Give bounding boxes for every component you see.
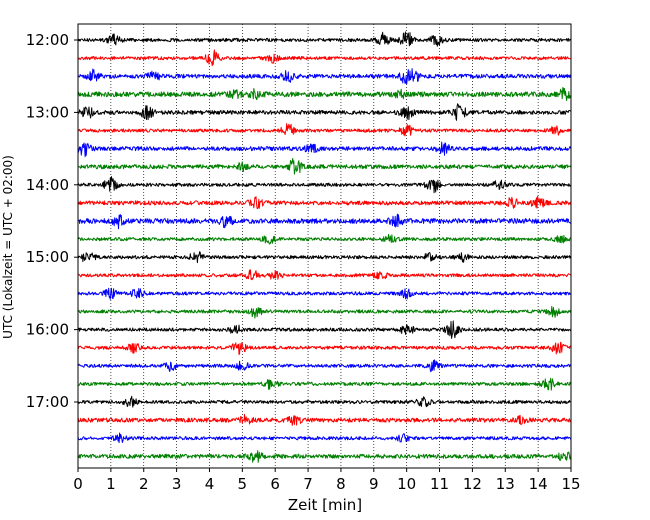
seismic-trace	[77, 123, 572, 137]
x-tick-label: 4	[205, 475, 215, 493]
y-tick-label: 17:00	[26, 393, 69, 411]
x-tick-label: 11	[430, 475, 449, 493]
x-tick-label: 3	[172, 475, 182, 493]
seismic-trace	[77, 320, 572, 339]
grid-layer	[110, 24, 539, 468]
x-tick-label: 0	[73, 475, 83, 493]
x-tick-label: 8	[336, 475, 346, 493]
seismic-trace	[77, 176, 572, 194]
seismic-trace	[77, 287, 572, 300]
seismic-trace	[77, 251, 572, 264]
seismic-trace	[77, 233, 572, 245]
x-axis-label: Zeit [min]	[288, 496, 362, 514]
x-tick-label: 10	[397, 475, 416, 493]
y-ticks: 12:00 13:00 14:00 15:00 16:00 17:00	[26, 31, 78, 411]
y-axis-label: UTC (Lokalzeit = UTC + 02:00)	[1, 155, 15, 339]
y-tick-label: 12:00	[26, 31, 69, 49]
x-tick-label: 1	[106, 475, 116, 493]
x-ticks: 0 1 2 3 4 5 6 7 8 9 10 11 12 13 14 15	[73, 468, 581, 493]
x-tick-label: 9	[369, 475, 379, 493]
y-tick-label: 16:00	[26, 321, 69, 339]
seismic-trace	[77, 341, 572, 355]
seismic-trace	[77, 213, 572, 230]
x-tick-label: 13	[496, 475, 515, 493]
y-tick-label: 15:00	[26, 248, 69, 266]
seismic-trace	[77, 31, 572, 47]
x-tick-label: 15	[561, 475, 580, 493]
seismic-trace	[77, 395, 572, 408]
x-tick-label: 6	[270, 475, 280, 493]
seismic-trace	[77, 269, 571, 281]
trace-layer	[77, 31, 572, 463]
x-tick-label: 12	[463, 475, 482, 493]
plot-frame	[77, 23, 572, 469]
seismic-trace	[77, 68, 572, 85]
seismic-trace	[77, 141, 572, 158]
seismic-trace	[77, 87, 572, 101]
seismic-trace	[77, 49, 571, 67]
seismic-trace	[77, 450, 572, 463]
x-tick-label: 2	[139, 475, 149, 493]
seismic-trace	[77, 377, 572, 391]
seismic-trace	[77, 103, 572, 121]
y-tick-label: 13:00	[26, 103, 69, 121]
x-tick-label: 5	[238, 475, 248, 493]
seismic-trace	[77, 158, 572, 175]
seismic-trace	[77, 432, 572, 444]
y-tick-label: 14:00	[26, 176, 69, 194]
seismic-trace	[77, 195, 572, 209]
seismic-trace	[77, 413, 572, 426]
seismic-trace	[77, 359, 572, 373]
seismic-trace	[77, 305, 572, 319]
x-tick-label: 14	[529, 475, 548, 493]
x-tick-label: 7	[303, 475, 313, 493]
